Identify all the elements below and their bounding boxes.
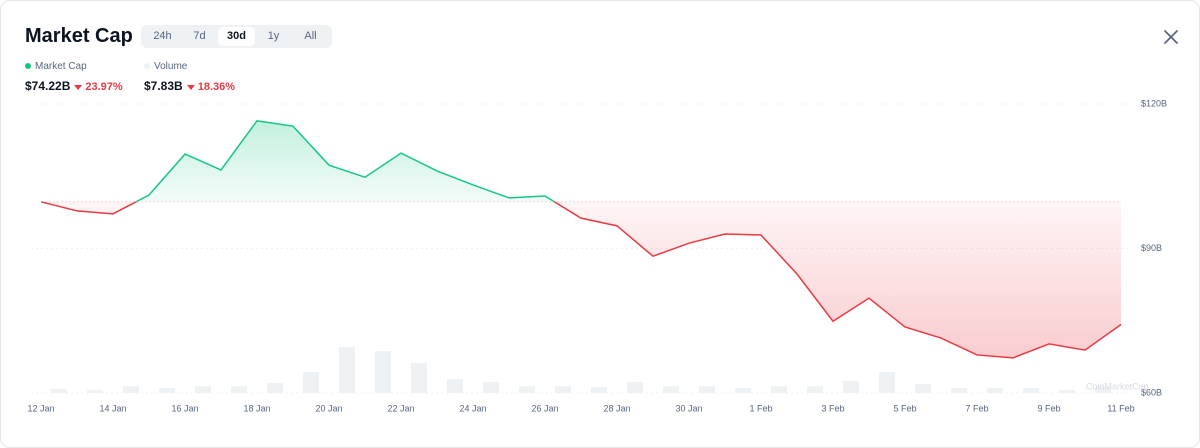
x-tick-label: 18 Jan xyxy=(243,403,270,413)
x-tick-label: 1 Feb xyxy=(749,403,772,413)
x-tick-label: 16 Jan xyxy=(171,403,198,413)
volume-bar xyxy=(771,386,787,393)
x-tick-label: 11 Feb xyxy=(1107,403,1134,413)
x-tick-label: 7 Feb xyxy=(965,403,988,413)
volume-bar xyxy=(411,362,427,393)
volume-bar xyxy=(915,384,931,393)
volume-bar xyxy=(123,386,139,393)
volume-bar xyxy=(591,386,607,393)
volume-bar xyxy=(519,386,535,393)
x-tick-label: 5 Feb xyxy=(893,403,916,413)
volume-bar xyxy=(483,382,499,393)
range-tab[interactable]: 1y xyxy=(267,30,280,42)
volume-bar xyxy=(303,371,319,393)
x-tick-label: 12 Jan xyxy=(27,403,54,413)
summary-change: 18.36% xyxy=(187,81,235,93)
range-tabs: 24h 7d 30d 1y All xyxy=(141,25,332,48)
range-tab[interactable]: 24h xyxy=(153,30,172,42)
x-tick-label: 22 Jan xyxy=(387,403,414,413)
volume-bar xyxy=(1059,390,1075,393)
volume-bar xyxy=(843,380,859,393)
range-tab[interactable]: 7d xyxy=(193,30,206,42)
line-up xyxy=(40,120,556,202)
volume-bar xyxy=(951,388,967,393)
volume-bar xyxy=(555,386,571,393)
y-tick-label: $120B xyxy=(1141,98,1167,108)
volume-bar xyxy=(87,390,103,393)
volume-bar xyxy=(339,347,355,393)
volume-bar xyxy=(627,382,643,393)
watermark: CoinMarketCap xyxy=(1086,381,1149,391)
volume-bar xyxy=(987,388,1003,393)
x-tick-label: 9 Feb xyxy=(1037,403,1060,413)
x-tick-label: 3 Feb xyxy=(821,403,844,413)
volume-bar xyxy=(735,388,751,393)
volume-bar xyxy=(447,379,463,393)
close-button[interactable] xyxy=(1161,27,1181,47)
summary: $7.83B 18.36% xyxy=(144,79,235,93)
volume-bar xyxy=(375,351,391,393)
x-tick-label: 28 Jan xyxy=(603,403,630,413)
volume-bar xyxy=(195,386,211,393)
summary: $74.22B 23.97% xyxy=(25,79,123,93)
volume-bar xyxy=(159,388,175,393)
range-tab[interactable]: All xyxy=(304,30,317,42)
line-down xyxy=(40,201,1122,359)
legend-label: Market Cap xyxy=(35,61,87,72)
y-tick-label: $90B xyxy=(1141,243,1162,253)
volume-bar xyxy=(1023,388,1039,393)
legend-dot xyxy=(25,63,31,70)
y-tick-label: $60B xyxy=(1141,387,1162,397)
summary-value: $74.22B xyxy=(25,79,71,93)
volume-bar xyxy=(663,386,679,393)
x-tick-label: 24 Jan xyxy=(459,403,486,413)
x-tick-label: 30 Jan xyxy=(675,403,702,413)
legend-label: Volume xyxy=(154,61,188,72)
volume-bar xyxy=(267,382,283,393)
volume-bar xyxy=(879,371,895,393)
legend-dot xyxy=(144,63,150,70)
volume-bar xyxy=(699,386,715,393)
legend-item[interactable]: Market Cap xyxy=(25,61,87,72)
volume-bar xyxy=(51,388,67,393)
volume-bar xyxy=(231,386,247,393)
summary-value: $7.83B xyxy=(144,79,183,93)
summary-change: 23.97% xyxy=(74,81,122,93)
volume-bar xyxy=(807,386,823,393)
volume-bar xyxy=(1095,386,1111,393)
area-down xyxy=(41,201,1121,358)
x-tick-label: 20 Jan xyxy=(315,403,342,413)
x-tick-label: 26 Jan xyxy=(531,403,558,413)
area-up xyxy=(41,120,1121,202)
title: Market Cap xyxy=(25,25,133,47)
range-tab[interactable]: 30d xyxy=(218,27,255,46)
legend-item[interactable]: Volume xyxy=(144,61,187,72)
x-tick-label: 14 Jan xyxy=(99,403,126,413)
